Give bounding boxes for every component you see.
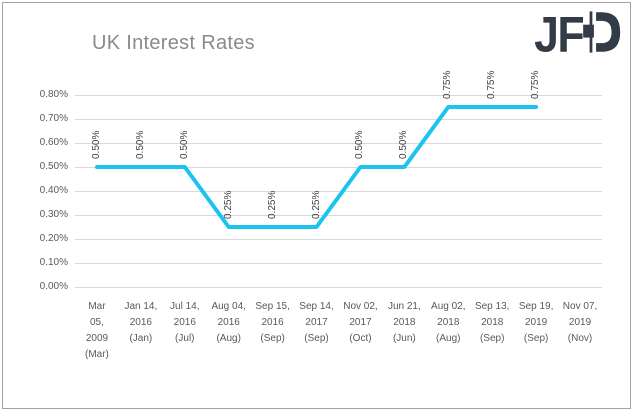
x-axis-tick-line: 05, bbox=[90, 317, 104, 328]
y-axis-tick-label: 0.20% bbox=[39, 233, 68, 244]
x-axis-tick-line: Nov 02, bbox=[343, 301, 378, 312]
x-axis-tick-label: Nov 07, 2019 (Nov) bbox=[557, 299, 603, 347]
x-axis-tick-label: Mar 05, 2009 (Mar) bbox=[74, 299, 120, 363]
x-axis-tick-line: 2019 bbox=[525, 317, 548, 328]
data-point-label: 0.50% bbox=[398, 130, 410, 159]
x-axis-tick-line: 2019 bbox=[568, 317, 592, 328]
x-axis-tick-label: Jan 14, 2016 (Jan) bbox=[118, 299, 164, 347]
x-axis-tick-line: (Jul) bbox=[175, 333, 195, 344]
x-axis-tick-line: Aug 02, bbox=[431, 301, 466, 312]
x-axis-tick-line: Mar bbox=[88, 301, 106, 312]
rate-line bbox=[95, 105, 539, 229]
x-axis-tick-line: Jun 21, bbox=[387, 301, 421, 312]
y-axis-tick-label: 0.70% bbox=[39, 113, 68, 124]
x-axis-tick-label: Sep 13, 2018 (Sep) bbox=[469, 299, 515, 347]
x-axis-tick-label: Aug 04, 2016 (Aug) bbox=[206, 299, 252, 347]
gridline bbox=[75, 95, 602, 96]
gridline bbox=[75, 215, 602, 216]
x-axis-tick-line: Jul 14, bbox=[170, 301, 200, 312]
gridline bbox=[75, 119, 602, 120]
data-point-label: 0.50% bbox=[90, 130, 102, 159]
y-axis-tick-label: 0.80% bbox=[39, 89, 68, 100]
gridline bbox=[75, 239, 602, 240]
x-axis-tick-line: (Nov) bbox=[567, 333, 593, 344]
x-axis-tick-label: Sep 19, 2019 (Sep) bbox=[513, 299, 559, 347]
x-axis-tick-line: 2018 bbox=[437, 317, 460, 328]
data-point-label: 0.75% bbox=[530, 70, 542, 99]
data-point-label: 0.75% bbox=[442, 70, 454, 99]
data-point-label: 0.75% bbox=[486, 70, 498, 99]
data-point-label: 0.25% bbox=[310, 190, 322, 219]
x-axis-tick-label: Jun 21, 2018 (Jun) bbox=[381, 299, 427, 347]
x-axis-tick-line: (Aug) bbox=[436, 333, 461, 344]
x-axis-tick-line: 2009 bbox=[85, 333, 109, 344]
x-axis-tick-line: 2018 bbox=[393, 317, 416, 328]
x-axis-tick-label: Aug 02, 2018 (Aug) bbox=[425, 299, 471, 347]
data-point-label: 0.50% bbox=[354, 130, 366, 159]
x-axis-tick-label: Sep 14, 2017 (Sep) bbox=[294, 299, 340, 347]
x-axis-tick-line: Jan 14, bbox=[124, 301, 158, 312]
x-axis-tick-line: 2016 bbox=[129, 317, 152, 328]
x-axis-tick-line: Sep 19, bbox=[518, 301, 554, 312]
y-axis-tick-label: 0.60% bbox=[39, 137, 68, 148]
gridline bbox=[75, 191, 602, 192]
y-axis-tick-label: 0.50% bbox=[39, 161, 68, 172]
y-axis-tick-label: 0.10% bbox=[39, 257, 68, 268]
gridline bbox=[75, 263, 602, 264]
x-axis-tick-line: 2016 bbox=[217, 317, 240, 328]
x-axis-tick-line: (Sep) bbox=[523, 333, 549, 344]
x-axis-tick-line: Sep 13, bbox=[474, 301, 510, 312]
data-point-label: 0.50% bbox=[178, 130, 190, 159]
data-point-label: 0.25% bbox=[266, 190, 278, 219]
y-axis-tick-label: 0.00% bbox=[39, 281, 68, 292]
candlestick-body-icon bbox=[583, 24, 594, 38]
logo-d-bowl bbox=[596, 12, 621, 52]
x-axis-tick-line: 2018 bbox=[481, 317, 504, 328]
x-axis-tick-line: Nov 07, bbox=[562, 301, 598, 312]
x-axis-tick-line: (Oct) bbox=[349, 333, 372, 344]
x-axis-tick-line: (Mar) bbox=[85, 349, 109, 360]
x-axis-tick-line: (Aug) bbox=[216, 333, 241, 344]
x-axis-tick-line: (Jun) bbox=[392, 333, 416, 344]
gridline bbox=[75, 143, 602, 144]
chart-title: UK Interest Rates bbox=[92, 32, 255, 54]
x-axis-tick-line: (Sep) bbox=[304, 333, 329, 344]
x-axis-tick-label: Nov 02, 2017 (Oct) bbox=[337, 299, 383, 347]
x-axis-tick-line: 2017 bbox=[349, 317, 372, 328]
x-axis-tick-line: (Sep) bbox=[479, 333, 505, 344]
data-point-label: 0.50% bbox=[134, 130, 146, 159]
x-axis-tick-label: Sep 15, 2016 (Sep) bbox=[250, 299, 296, 347]
y-axis-tick-label: 0.30% bbox=[39, 209, 68, 220]
data-point-label: 0.25% bbox=[222, 190, 234, 219]
x-axis-tick-line: 2016 bbox=[173, 317, 196, 328]
x-axis-tick-line: Aug 04, bbox=[211, 301, 246, 312]
x-axis-tick-label: Jul 14, 2016 (Jul) bbox=[162, 299, 208, 347]
y-axis-tick-label: 0.40% bbox=[39, 185, 68, 196]
x-axis-tick-line: 2017 bbox=[305, 317, 328, 328]
x-axis-tick-line: 2016 bbox=[261, 317, 284, 328]
x-axis-tick-line: Sep 15, bbox=[255, 301, 290, 312]
gridline bbox=[75, 287, 602, 288]
x-axis-tick-line: (Sep) bbox=[260, 333, 285, 344]
gridline bbox=[75, 167, 602, 168]
x-axis-tick-line: Sep 14, bbox=[299, 301, 334, 312]
x-axis-tick-line: (Jan) bbox=[129, 333, 153, 344]
